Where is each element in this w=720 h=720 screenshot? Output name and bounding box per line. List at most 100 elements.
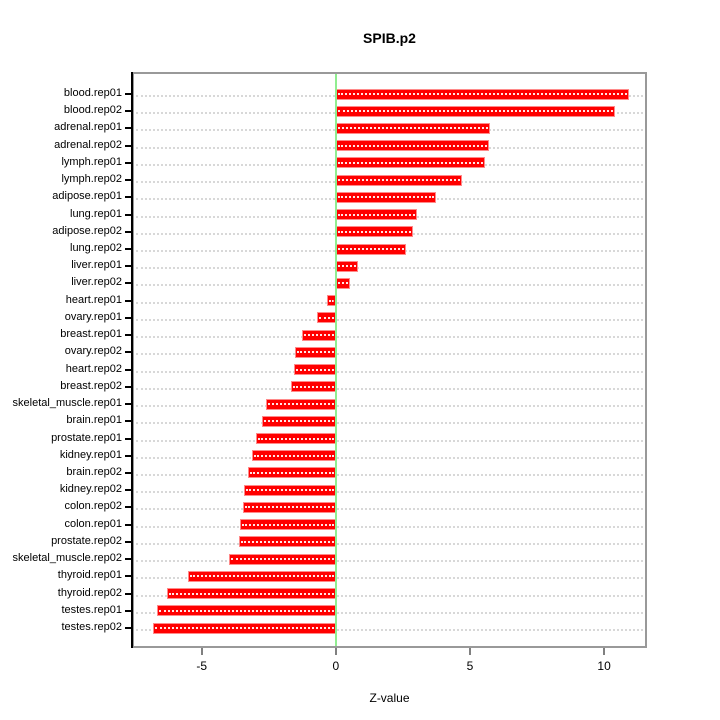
- y-axis-label: kidney.rep01: [59, 448, 122, 461]
- bar-thyroid.rep01: [187, 570, 336, 582]
- plot-area: [132, 72, 647, 648]
- bar-ovary.rep01: [316, 312, 336, 324]
- bar-centerline: [254, 454, 334, 457]
- y-axis-label: skeletal_muscle.rep02: [12, 552, 122, 565]
- bar-centerline: [245, 489, 334, 492]
- y-axis-tick: [125, 282, 132, 285]
- gridline: [136, 594, 643, 597]
- y-axis-label: lymph.rep02: [61, 173, 122, 186]
- bar-prostate.rep02: [239, 536, 336, 548]
- y-axis-tick: [125, 127, 132, 130]
- bar-breast.rep02: [290, 381, 336, 393]
- y-axis-tick: [125, 489, 132, 492]
- gridline: [136, 301, 643, 304]
- bar-lung.rep02: [335, 243, 407, 255]
- bar-centerline: [241, 540, 334, 543]
- gridline: [136, 439, 643, 442]
- y-axis-tick: [125, 230, 132, 233]
- y-axis-label: skeletal_muscle.rep01: [12, 397, 122, 410]
- y-axis-tick: [125, 334, 132, 337]
- gridline: [136, 405, 643, 408]
- y-axis-tick: [125, 420, 132, 423]
- bar-lymph.rep01: [335, 157, 485, 169]
- bar-testes.rep02: [152, 622, 336, 634]
- bar-centerline: [337, 213, 415, 216]
- bar-skeletal_muscle.rep01: [265, 398, 336, 410]
- x-axis-title: Z-value: [369, 691, 410, 705]
- gridline: [136, 508, 643, 511]
- bar-lung.rep01: [335, 209, 417, 221]
- bar-centerline: [267, 403, 334, 406]
- gridline: [136, 318, 643, 321]
- y-axis-label: colon.rep02: [64, 500, 123, 513]
- y-axis-label: blood.rep01: [63, 87, 122, 99]
- bar-centerline: [304, 334, 334, 337]
- bar-brain.rep01: [262, 415, 336, 427]
- y-axis-label: brain.rep01: [66, 414, 122, 427]
- bar-liver.rep02: [335, 277, 350, 289]
- y-axis-label: breast.rep02: [60, 379, 122, 392]
- y-axis-tick: [125, 144, 132, 147]
- gridline: [136, 473, 643, 476]
- gridline: [136, 629, 643, 631]
- bar-centerline: [337, 127, 488, 130]
- bar-centerline: [295, 368, 334, 371]
- bar-breast.rep01: [302, 329, 336, 341]
- gridline: [136, 284, 643, 287]
- gridline: [136, 577, 643, 580]
- x-axis-tick: [468, 648, 471, 655]
- gridline: [136, 267, 643, 270]
- gridline: [136, 542, 643, 545]
- y-axis-label: adrenal.rep02: [54, 138, 122, 151]
- y-axis-tick: [125, 368, 132, 371]
- bar-centerline: [337, 248, 405, 251]
- bar-skeletal_muscle.rep02: [228, 553, 336, 565]
- x-axis-tick: [603, 648, 606, 655]
- y-axis-label: heart.rep01: [65, 293, 122, 306]
- x-axis-tick-label: -5: [196, 659, 208, 673]
- gridline: [136, 336, 643, 339]
- y-axis-label: breast.rep01: [60, 328, 122, 341]
- bar-centerline: [337, 161, 483, 164]
- y-axis-label: brain.rep02: [66, 465, 122, 478]
- bar-centerline: [337, 196, 434, 199]
- x-axis-tick: [200, 648, 203, 655]
- y-axis-tick: [125, 316, 132, 319]
- y-axis-tick: [125, 196, 132, 199]
- y-axis-label: testes.rep01: [61, 603, 122, 616]
- bar-centerline: [230, 558, 334, 561]
- bar-testes.rep01: [157, 605, 336, 617]
- bar-centerline: [168, 592, 334, 595]
- y-axis-label: blood.rep02: [63, 104, 122, 117]
- bar-centerline: [258, 437, 334, 440]
- y-axis-tick: [125, 437, 132, 440]
- y-axis-label: thyroid.rep02: [57, 586, 122, 599]
- y-axis-label: colon.rep01: [64, 517, 123, 530]
- gridline: [136, 456, 643, 459]
- bar-colon.rep01: [239, 519, 336, 531]
- x-axis-tick-label: 0: [332, 659, 340, 673]
- bar-centerline: [189, 575, 334, 578]
- y-axis-label: heart.rep02: [65, 362, 122, 375]
- bar-prostate.rep01: [256, 433, 336, 445]
- bar-kidney.rep02: [243, 484, 336, 496]
- bar-centerline: [296, 351, 334, 354]
- bar-blood.rep01: [335, 88, 630, 100]
- y-axis-tick: [125, 454, 132, 457]
- y-axis-label: adrenal.rep01: [54, 121, 122, 134]
- y-axis-label: lymph.rep01: [61, 155, 122, 168]
- bar-centerline: [318, 316, 334, 319]
- bar-blood.rep02: [335, 105, 616, 117]
- gridline: [136, 491, 643, 494]
- bar-adipose.rep02: [335, 226, 414, 238]
- y-axis-tick: [125, 110, 132, 113]
- bar-ovary.rep02: [294, 346, 336, 358]
- y-axis-tick: [125, 506, 132, 509]
- y-axis-tick: [125, 523, 132, 526]
- y-axis-tick: [125, 385, 132, 388]
- zero-reference-line: [334, 74, 337, 646]
- bar-centerline: [154, 627, 334, 629]
- gridline: [136, 611, 643, 614]
- bar-centerline: [337, 110, 614, 113]
